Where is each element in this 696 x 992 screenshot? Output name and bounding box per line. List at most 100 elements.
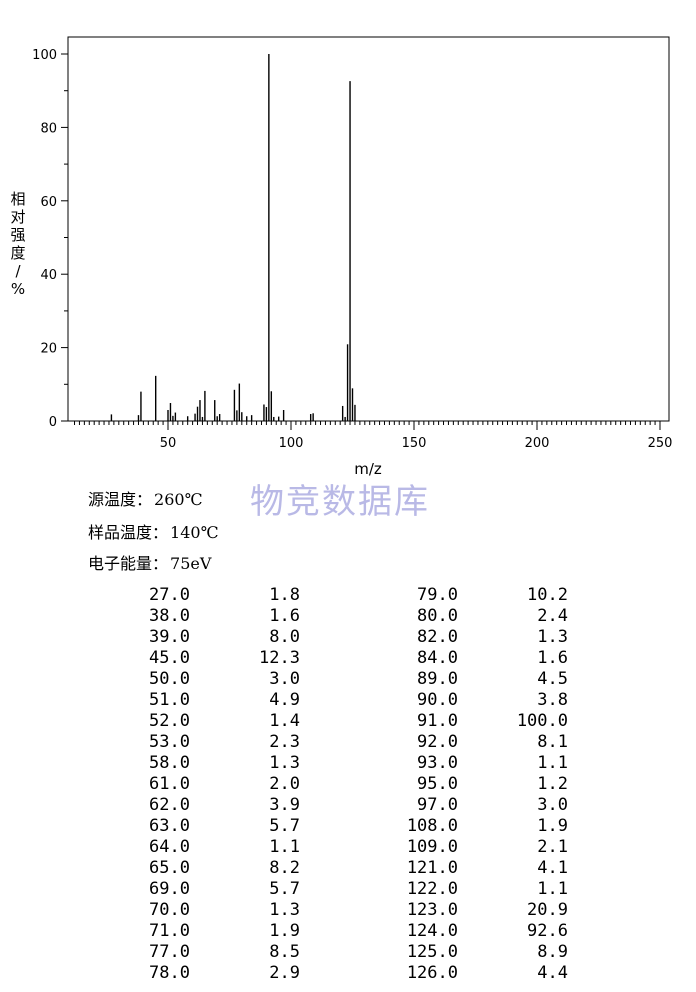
mz-value: 126.0 [406, 963, 458, 983]
condition-value: 140℃ [170, 523, 219, 542]
mz-value: 124.0 [406, 921, 458, 941]
y-axis-label-char: % [11, 280, 25, 298]
mz-value: 84.0 [417, 648, 458, 668]
intensity-value: 2.9 [269, 963, 300, 983]
intensity-value: 3.0 [269, 669, 300, 689]
intensity-value: 8.0 [269, 627, 300, 647]
y-tick-label: 60 [40, 195, 57, 210]
mz-value: 89.0 [417, 669, 458, 689]
x-tick-label: 200 [525, 436, 550, 451]
intensity-value: 3.0 [537, 795, 568, 815]
condition-value: 75eV [170, 554, 212, 573]
intensity-value: 2.0 [269, 774, 300, 794]
y-axis-label-char: 强 [10, 226, 25, 244]
condition-label: 电子能量 [88, 554, 153, 573]
condition-sample-temp: 样品温度： 140℃ [88, 519, 218, 543]
mz-value: 70.0 [149, 900, 190, 920]
intensity-value: 12.3 [259, 648, 300, 668]
mz-value: 78.0 [149, 963, 190, 983]
peak-table-row: 69.0 5.7 122.0 1.1 [0, 879, 696, 900]
intensity-value: 1.8 [269, 585, 300, 605]
mz-value: 80.0 [417, 606, 458, 626]
mz-value: 82.0 [417, 627, 458, 647]
mz-value: 58.0 [149, 753, 190, 773]
y-tick-label: 40 [40, 268, 57, 283]
peak-table-row: 70.0 1.3 123.0 20.9 [0, 900, 696, 921]
mz-value: 63.0 [149, 816, 190, 836]
peak-table-row: 64.0 1.1 109.0 2.1 [0, 837, 696, 858]
intensity-value: 1.3 [269, 900, 300, 920]
mz-value: 64.0 [149, 837, 190, 857]
mz-value: 52.0 [149, 711, 190, 731]
condition-source-temp: 源温度： 260℃ [88, 486, 202, 510]
mz-value: 90.0 [417, 690, 458, 710]
y-axis-label-char: 相 [10, 190, 25, 208]
peak-table-row: 39.0 8.0 82.0 1.3 [0, 627, 696, 648]
x-tick-label: 100 [279, 436, 304, 451]
intensity-value: 5.7 [269, 879, 300, 899]
intensity-value: 2.3 [269, 732, 300, 752]
intensity-value: 8.2 [269, 858, 300, 878]
peak-table-row: 38.0 1.6 80.0 2.4 [0, 606, 696, 627]
mz-value: 79.0 [417, 585, 458, 605]
mz-value: 27.0 [149, 585, 190, 605]
x-tick-label: 250 [648, 436, 673, 451]
plot-frame [67, 36, 670, 422]
intensity-value: 4.4 [537, 963, 568, 983]
intensity-value: 1.3 [537, 627, 568, 647]
peak-table-row: 65.0 8.2 121.0 4.1 [0, 858, 696, 879]
intensity-value: 1.3 [269, 753, 300, 773]
y-axis-label-char: 度 [10, 244, 25, 262]
mz-value: 50.0 [149, 669, 190, 689]
y-axis-label-text: 相对强度/% [10, 190, 25, 298]
intensity-value: 20.9 [527, 900, 568, 920]
condition-value: 260℃ [154, 490, 203, 509]
mz-value: 45.0 [149, 648, 190, 668]
mz-value: 93.0 [417, 753, 458, 773]
intensity-value: 4.1 [537, 858, 568, 878]
peak-table-row: 52.0 1.4 91.0 100.0 [0, 711, 696, 732]
condition-separator: ： [152, 554, 169, 573]
intensity-value: 1.1 [269, 837, 300, 857]
mz-value: 92.0 [417, 732, 458, 752]
x-axis-label: m/z [354, 460, 382, 478]
mz-value: 39.0 [149, 627, 190, 647]
y-axis-label-char: 对 [10, 208, 25, 226]
mz-value: 53.0 [149, 732, 190, 752]
intensity-value: 8.1 [537, 732, 568, 752]
intensity-value: 1.1 [537, 879, 568, 899]
mz-value: 109.0 [406, 837, 458, 857]
spectrum-bars [110, 54, 356, 421]
mz-value: 65.0 [149, 858, 190, 878]
y-axis-label: 相对强度/% [10, 190, 25, 298]
peak-table-row: 27.0 1.8 79.0 10.2 [0, 585, 696, 606]
intensity-value: 1.4 [269, 711, 300, 731]
intensity-value: 1.9 [537, 816, 568, 836]
mz-value: 125.0 [406, 942, 458, 962]
peak-table-row: 63.0 5.7 108.0 1.9 [0, 816, 696, 837]
intensity-value: 1.9 [269, 921, 300, 941]
mz-value: 69.0 [149, 879, 190, 899]
peak-table-row: 78.0 2.9 126.0 4.4 [0, 963, 696, 984]
y-tick-label: 100 [32, 48, 57, 63]
intensity-value: 8.5 [269, 942, 300, 962]
y-axis-label-char: / [15, 262, 21, 280]
mz-value: 61.0 [149, 774, 190, 794]
condition-label: 样品温度 [88, 523, 153, 542]
intensity-value: 4.5 [537, 669, 568, 689]
mz-value: 97.0 [417, 795, 458, 815]
intensity-value: 10.2 [527, 585, 568, 605]
peak-table-row: 58.0 1.3 93.0 1.1 [0, 753, 696, 774]
mz-value: 95.0 [417, 774, 458, 794]
condition-label: 源温度 [88, 490, 137, 509]
peak-table-row: 51.0 4.9 90.0 3.8 [0, 690, 696, 711]
minor-ticks [74, 421, 661, 425]
mz-value: 38.0 [149, 606, 190, 626]
y-tick-label: 0 [49, 415, 57, 430]
condition-electron-energy: 电子能量： 75eV [88, 550, 211, 574]
intensity-value: 1.6 [269, 606, 300, 626]
condition-separator: ： [136, 490, 153, 509]
peak-table-row: 61.0 2.0 95.0 1.2 [0, 774, 696, 795]
peak-table-row: 62.0 3.9 97.0 3.0 [0, 795, 696, 816]
x-tick-label: 150 [402, 436, 427, 451]
